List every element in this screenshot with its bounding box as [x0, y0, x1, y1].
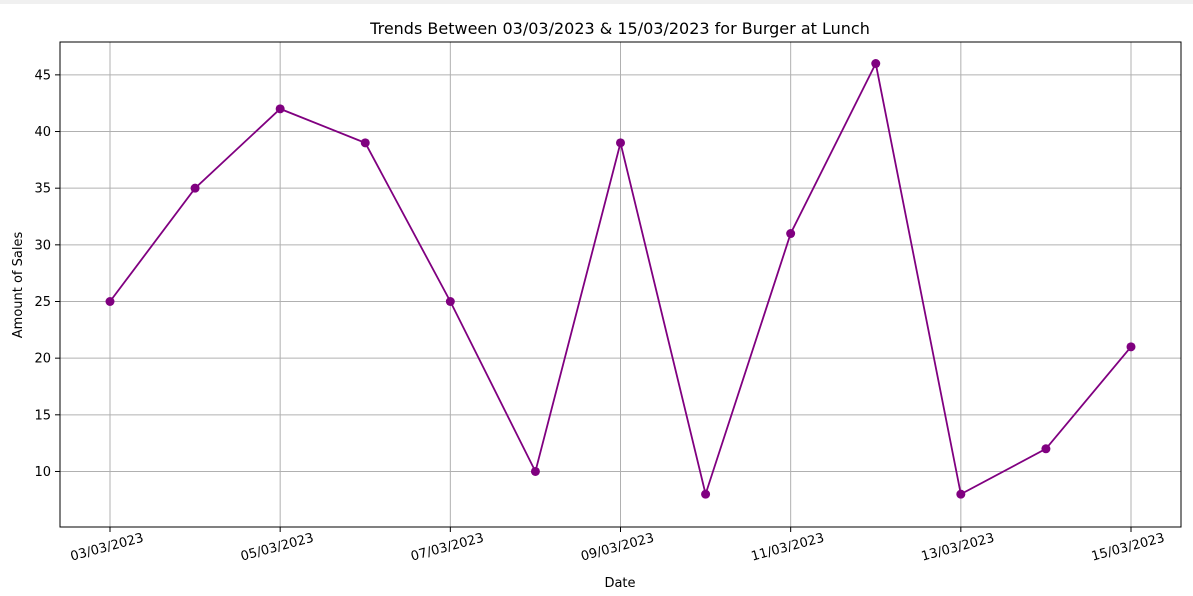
y-tick-label: 40 — [34, 125, 51, 140]
window-top-strip — [0, 0, 1193, 4]
y-tick-label: 45 — [34, 68, 51, 83]
data-point-marker — [530, 466, 540, 476]
y-tick-label: 30 — [34, 238, 51, 253]
data-point-marker — [956, 489, 966, 499]
data-point-marker — [190, 183, 200, 193]
x-tick-label: 03/03/2023 — [69, 531, 145, 565]
data-point-marker — [786, 229, 796, 239]
data-point-marker — [701, 489, 711, 499]
data-markers — [105, 59, 1136, 499]
data-point-marker — [360, 138, 370, 148]
y-tick-label: 20 — [34, 352, 51, 367]
x-tick-label: 13/03/2023 — [920, 531, 996, 565]
data-point-marker — [275, 104, 285, 114]
data-point-marker — [105, 296, 115, 306]
y-axis-label: Amount of Sales — [11, 232, 26, 339]
x-axis-label: Date — [604, 576, 635, 591]
data-point-marker — [1041, 444, 1051, 454]
x-tick-label: 11/03/2023 — [750, 531, 826, 565]
data-point-marker — [445, 296, 455, 306]
grid-lines — [60, 42, 1181, 527]
x-tick-label: 09/03/2023 — [579, 531, 655, 565]
data-point-marker — [1126, 342, 1136, 352]
x-axis-ticks: 03/03/2023 05/03/2023 07/03/2023 09/03/2023… — [69, 527, 1166, 565]
x-tick-label: 15/03/2023 — [1090, 531, 1166, 565]
x-tick-label: 07/03/2023 — [409, 531, 485, 565]
y-tick-label: 15 — [34, 408, 51, 423]
data-point-marker — [616, 138, 625, 148]
data-point-marker — [871, 59, 881, 69]
y-tick-label: 10 — [34, 465, 51, 480]
y-tick-label: 35 — [34, 182, 51, 197]
chart-title: Trends Between 03/03/2023 & 15/03/2023 f… — [369, 19, 870, 38]
y-axis-ticks: 10 15 20 25 30 35 40 45 — [34, 68, 60, 480]
x-tick-label: 05/03/2023 — [239, 531, 315, 565]
y-tick-label: 25 — [34, 295, 51, 310]
